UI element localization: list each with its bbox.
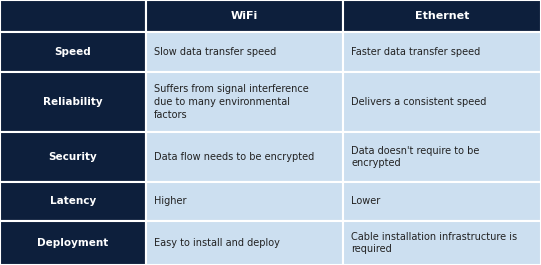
Text: Cable installation infrastructure is
required: Cable installation infrastructure is req… bbox=[351, 232, 517, 254]
Text: Security: Security bbox=[49, 152, 97, 162]
Bar bbox=[343, 72, 541, 132]
Bar bbox=[0, 221, 146, 265]
Text: Deployment: Deployment bbox=[37, 238, 109, 248]
Text: Speed: Speed bbox=[55, 47, 91, 57]
Text: Delivers a consistent speed: Delivers a consistent speed bbox=[351, 97, 486, 107]
Text: Higher: Higher bbox=[154, 197, 187, 206]
Bar bbox=[0, 72, 146, 132]
Text: Easy to install and deploy: Easy to install and deploy bbox=[154, 238, 280, 248]
Bar bbox=[146, 182, 343, 221]
Bar bbox=[146, 132, 343, 182]
Bar bbox=[0, 32, 146, 72]
Bar bbox=[146, 221, 343, 265]
Text: Suffers from signal interference
due to many environmental
factors: Suffers from signal interference due to … bbox=[154, 84, 309, 120]
Bar bbox=[343, 221, 541, 265]
Text: WiFi: WiFi bbox=[231, 11, 258, 21]
Text: Latency: Latency bbox=[50, 197, 96, 206]
Bar bbox=[0, 182, 146, 221]
Text: Data flow needs to be encrypted: Data flow needs to be encrypted bbox=[154, 152, 314, 162]
Bar bbox=[0, 132, 146, 182]
Bar bbox=[343, 132, 541, 182]
Bar bbox=[146, 0, 343, 32]
Text: Ethernet: Ethernet bbox=[415, 11, 469, 21]
Bar bbox=[343, 182, 541, 221]
Text: Data doesn't require to be
encrypted: Data doesn't require to be encrypted bbox=[351, 145, 479, 168]
Bar bbox=[146, 32, 343, 72]
Bar bbox=[343, 0, 541, 32]
Bar bbox=[146, 72, 343, 132]
Text: Faster data transfer speed: Faster data transfer speed bbox=[351, 47, 480, 57]
Bar bbox=[0, 0, 146, 32]
Bar bbox=[343, 32, 541, 72]
Text: Slow data transfer speed: Slow data transfer speed bbox=[154, 47, 276, 57]
Text: Lower: Lower bbox=[351, 197, 380, 206]
Text: Reliability: Reliability bbox=[43, 97, 103, 107]
